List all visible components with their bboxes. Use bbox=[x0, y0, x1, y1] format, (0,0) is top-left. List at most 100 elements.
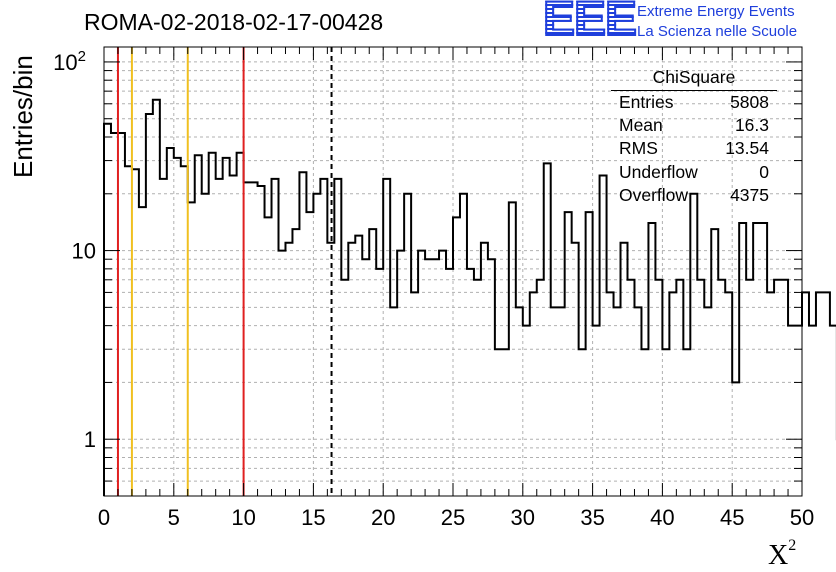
histogram-bin bbox=[809, 326, 816, 496]
stats-row: Entries 5808 bbox=[611, 91, 777, 114]
histogram-bin bbox=[237, 153, 244, 496]
histogram-bin bbox=[830, 326, 836, 496]
histogram-bin bbox=[181, 166, 188, 496]
histogram-bin bbox=[614, 307, 621, 496]
histogram-bin bbox=[607, 292, 614, 496]
histogram-bin bbox=[488, 259, 495, 496]
histogram-bin bbox=[823, 292, 830, 496]
histogram-bin bbox=[558, 307, 565, 496]
histogram-bin bbox=[565, 212, 572, 496]
histogram-bin bbox=[746, 280, 753, 496]
histogram-bin bbox=[669, 292, 676, 496]
histogram-bin bbox=[502, 349, 509, 496]
histogram-bin bbox=[481, 243, 488, 496]
stats-label: Underflow bbox=[619, 161, 698, 182]
histogram-bin bbox=[690, 194, 697, 496]
histogram-bin bbox=[718, 280, 725, 496]
histogram-bin bbox=[641, 349, 648, 496]
x-tick-label: 15 bbox=[301, 505, 325, 530]
y-tick-label: 1 bbox=[84, 427, 96, 452]
stats-row: Overflow 4375 bbox=[611, 184, 777, 207]
histogram-bin bbox=[320, 179, 327, 496]
x-tick-label: 40 bbox=[650, 505, 674, 530]
stats-value: 16.3 bbox=[734, 115, 769, 136]
histogram-bin bbox=[648, 223, 655, 496]
histogram-bin bbox=[209, 153, 216, 496]
histogram-bin bbox=[676, 280, 683, 496]
y-tick-label: 10 bbox=[72, 239, 96, 264]
histogram-bin bbox=[816, 292, 823, 496]
histogram-bin bbox=[767, 292, 774, 496]
histogram-bin bbox=[174, 158, 181, 496]
x-tick-label: 5 bbox=[168, 505, 180, 530]
histogram-bin bbox=[662, 349, 669, 496]
histogram-bin bbox=[160, 179, 167, 496]
histogram-bin bbox=[725, 292, 732, 496]
histogram-bin bbox=[753, 223, 760, 496]
stats-label: Mean bbox=[619, 115, 663, 136]
histogram-bin bbox=[788, 326, 795, 496]
histogram-bin bbox=[697, 280, 704, 496]
histogram-bin bbox=[362, 259, 369, 496]
x-axis-label-exponent: 2 bbox=[788, 537, 797, 554]
stats-row: RMS 13.54 bbox=[611, 137, 777, 160]
histogram-outline bbox=[103, 98, 836, 496]
x-axis: 0 5 10 15 20 25 30 35 40 45 50 bbox=[98, 47, 814, 530]
y-tick-label-base: 10 bbox=[53, 50, 77, 75]
histogram-bin bbox=[397, 251, 404, 496]
histogram-bin bbox=[593, 326, 600, 496]
histogram-bin bbox=[132, 169, 139, 496]
logo-caption-line1: Extreme Energy Events bbox=[637, 3, 795, 20]
histogram-bin bbox=[118, 133, 125, 496]
stats-value: 13.54 bbox=[725, 138, 769, 159]
histogram-bin bbox=[411, 292, 418, 496]
stats-title: ChiSquare bbox=[611, 65, 777, 91]
histogram-bin bbox=[244, 182, 251, 496]
histogram-bin bbox=[306, 212, 313, 496]
y-axis-label: Entries/bin bbox=[8, 55, 38, 178]
x-tick-label: 0 bbox=[98, 505, 110, 530]
stats-row: Underflow 0 bbox=[611, 161, 777, 184]
stats-rows: Entries 5808 Mean 16.3 RMS 13.54 Underflow 0 Ove… bbox=[611, 91, 777, 207]
stats-value: 4375 bbox=[730, 184, 769, 205]
histogram-bin bbox=[439, 251, 446, 496]
histogram-bin bbox=[202, 194, 209, 496]
histogram-bin bbox=[704, 307, 711, 496]
histogram-bin bbox=[544, 163, 551, 496]
x-tick-label: 50 bbox=[790, 505, 814, 530]
histogram-bin bbox=[551, 307, 558, 496]
x-axis-label-base: X bbox=[768, 540, 789, 571]
histogram-bin bbox=[628, 280, 635, 496]
stats-label: Overflow bbox=[619, 184, 689, 205]
histogram-bin bbox=[425, 259, 432, 496]
histogram-bin bbox=[104, 124, 111, 496]
histogram-bin bbox=[572, 243, 579, 496]
histogram-bin bbox=[313, 194, 320, 496]
stats-value: 0 bbox=[759, 161, 769, 182]
histogram-bin bbox=[523, 326, 530, 496]
x-axis-label: X2 bbox=[768, 537, 796, 572]
histogram-bin bbox=[355, 236, 362, 496]
histogram-bin bbox=[802, 292, 809, 496]
x-tick-label: 20 bbox=[371, 505, 395, 530]
histogram-bin bbox=[537, 280, 544, 496]
histogram-bin bbox=[586, 212, 593, 496]
histogram-bin bbox=[153, 100, 160, 496]
histogram-bin bbox=[223, 158, 230, 496]
histogram-bin bbox=[390, 307, 397, 496]
histogram-bin bbox=[251, 182, 258, 496]
histogram-bin bbox=[348, 243, 355, 496]
run-title: ROMA-02-2018-02-17-00428 bbox=[84, 9, 384, 35]
histogram-bin bbox=[341, 280, 348, 496]
x-tick-label: 10 bbox=[231, 505, 255, 530]
histogram-bin bbox=[111, 133, 118, 496]
histogram-bin bbox=[418, 251, 425, 496]
histogram-bin bbox=[774, 280, 781, 496]
histogram-bin bbox=[655, 280, 662, 496]
histogram-bin bbox=[516, 307, 523, 496]
stats-value: 5808 bbox=[730, 92, 769, 112]
stats-row: Mean 16.3 bbox=[611, 114, 777, 137]
histogram-bin bbox=[634, 307, 641, 496]
y-tick-label-exponent: 2 bbox=[78, 48, 86, 65]
